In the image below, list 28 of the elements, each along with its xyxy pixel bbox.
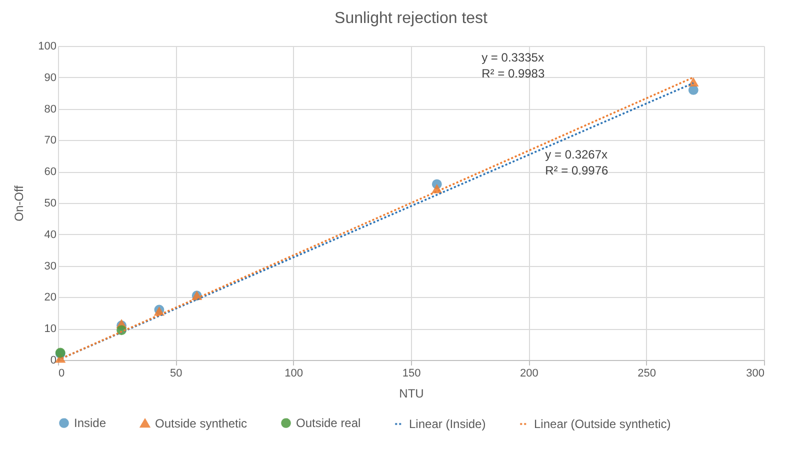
y-tick-label: 10 [44, 323, 56, 336]
y-tick-label: 50 [44, 198, 56, 210]
y-tick-label: 60 [44, 166, 56, 178]
legend-label: Outside synthetic [155, 416, 248, 430]
legend-label: Outside real [296, 416, 361, 430]
y-tick-label: 20 [44, 292, 56, 304]
x-tick-label: 50 [170, 368, 182, 380]
legend-label: Linear (Outside synthetic) [534, 417, 671, 431]
y-tick-label: 100 [38, 40, 56, 52]
y-tick-label: 40 [44, 228, 56, 241]
x-tick-label: 150 [402, 368, 421, 380]
x-tick-label: 0 [58, 368, 65, 380]
y-tick-label: 0 [50, 354, 56, 366]
legend-label: Linear (Inside) [409, 417, 486, 431]
y-tick-label: 70 [44, 134, 56, 147]
annotation: y = 0.3335x R² = 0.9983 [482, 50, 545, 80]
y-tick-label: 80 [44, 103, 56, 116]
x-tick-label: 300 [746, 368, 764, 380]
y-tick-label: 30 [44, 260, 56, 272]
y-axis-title: On-Off [12, 184, 26, 222]
x-axis-title: NTU [399, 386, 424, 400]
x-tick-label: 250 [638, 368, 656, 380]
x-tick-label: 200 [520, 368, 538, 380]
annotation: y = 0.3267x R² = 0.9976 [545, 148, 609, 178]
chart-title: Sunlight rejection test [334, 10, 488, 27]
y-tick-label: 90 [44, 72, 56, 84]
x-tick-label: 100 [284, 368, 304, 380]
legend-label: Inside [74, 416, 106, 430]
